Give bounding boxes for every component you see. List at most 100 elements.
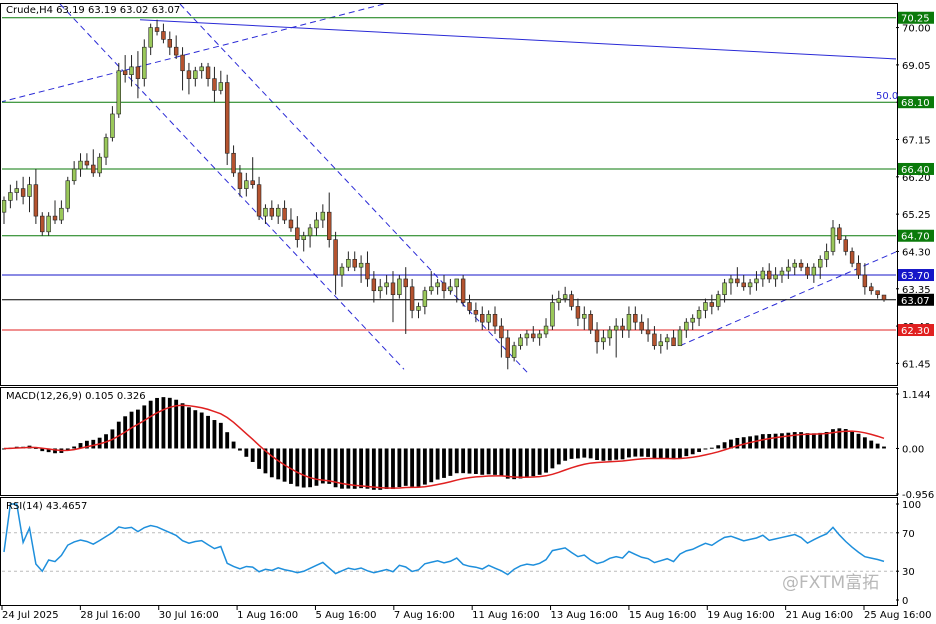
time-tick-label: 15 Aug 16:00 (629, 610, 696, 621)
macd-bar (627, 448, 631, 458)
candle-body (142, 46, 147, 79)
macd-bar (53, 448, 57, 454)
candle-body (250, 180, 255, 185)
candle-body (518, 337, 523, 347)
macd-bar (709, 447, 714, 449)
rsi-tick-label: 0 (902, 596, 908, 607)
candle-body (798, 262, 804, 268)
level-label-0: 70.25 (901, 14, 930, 25)
time-tick-label: 11 Aug 16:00 (472, 610, 539, 621)
candle-body (441, 282, 447, 292)
candle-body (301, 235, 306, 240)
macd-bar (193, 410, 198, 449)
candle-body (875, 290, 880, 295)
macd-bar (716, 445, 721, 449)
candle-body (193, 70, 198, 79)
candle-body (684, 321, 689, 331)
macd-bar (824, 431, 829, 449)
macd-bar (799, 432, 804, 449)
candle-body (244, 180, 249, 189)
macd-bar (869, 440, 874, 449)
macd-bar (767, 434, 772, 449)
macd-bar (346, 448, 351, 489)
candle-body (365, 262, 370, 280)
candle-body (116, 70, 121, 115)
macd-bar (136, 409, 140, 449)
candle-body (735, 278, 740, 284)
macd-bar (352, 448, 357, 489)
watermark: @FXTM富拓 (782, 573, 879, 593)
candle-body (505, 337, 510, 358)
macd-bar (40, 448, 45, 452)
candle-body (282, 207, 287, 221)
macd-bar (391, 448, 395, 490)
macd-bar (760, 434, 765, 449)
candle-body (664, 337, 670, 343)
level-label-5: 63.07 (901, 296, 930, 307)
price-tick-label: 66.20 (902, 173, 931, 184)
macd-title: MACD(12,26,9) 0.105 0.326 (6, 391, 146, 402)
level-label-box-5 (898, 293, 934, 306)
fibo-label: 50.0 (876, 91, 898, 102)
macd-bar (448, 448, 453, 476)
candle-body (59, 207, 64, 221)
macd-bar (735, 437, 740, 449)
macd-bar (397, 448, 402, 488)
candle-body (613, 325, 619, 331)
candle-body (333, 239, 338, 276)
candle-body (122, 70, 128, 76)
candle-body (78, 160, 83, 170)
level-label-box-1 (898, 96, 934, 109)
candle-body (703, 302, 708, 311)
candle-body (212, 78, 217, 91)
price-panel: 70.00 69.05 68.10 67.15 66.20 65.25 64.30 63.35… (2, 4, 934, 374)
candle-body (543, 325, 549, 335)
candle-body (40, 215, 45, 233)
macd-signal-line (3, 404, 885, 489)
macd-bar (263, 448, 268, 474)
candle-body (588, 313, 593, 331)
candle-body (307, 227, 313, 237)
candle-body (46, 215, 51, 233)
macd-bar (218, 422, 223, 449)
macd-bar (454, 448, 459, 474)
macd-bar (340, 448, 344, 489)
candle-body (237, 172, 243, 189)
candle-body (511, 345, 517, 358)
candle-body (843, 239, 848, 252)
candle-body (760, 270, 766, 280)
macd-bar (837, 428, 842, 449)
macd-bar (678, 448, 682, 458)
candle-body (601, 337, 606, 343)
macd-bar (384, 448, 389, 490)
level-label-box-3 (898, 229, 934, 242)
candle-body (327, 211, 332, 240)
price-tick-label: 65.25 (902, 210, 931, 221)
macd-bar (843, 429, 848, 449)
candle-body (671, 337, 676, 347)
candle-body (91, 164, 96, 174)
candle-body (84, 160, 90, 166)
macd-bar (531, 448, 536, 477)
candle-body (792, 262, 797, 268)
channel-line-upper (59, 4, 405, 370)
macd-bar (550, 448, 555, 469)
candle-body (256, 184, 262, 217)
candle-body (626, 313, 632, 331)
level-label-box-0 (898, 11, 934, 24)
candle-body (358, 262, 364, 268)
macd-bar (461, 448, 466, 474)
candle-body (709, 302, 715, 307)
macd-bar (754, 435, 759, 449)
level-label-6: 62.30 (901, 326, 930, 337)
candle-body (473, 310, 479, 315)
macd-bar (473, 448, 478, 474)
candle-body (8, 192, 13, 201)
candle-body (715, 294, 721, 307)
time-tick-label: 1 Aug 16:00 (237, 610, 298, 621)
candle-body (818, 259, 823, 268)
macd-bar (257, 448, 261, 469)
macd-bar (174, 399, 179, 449)
